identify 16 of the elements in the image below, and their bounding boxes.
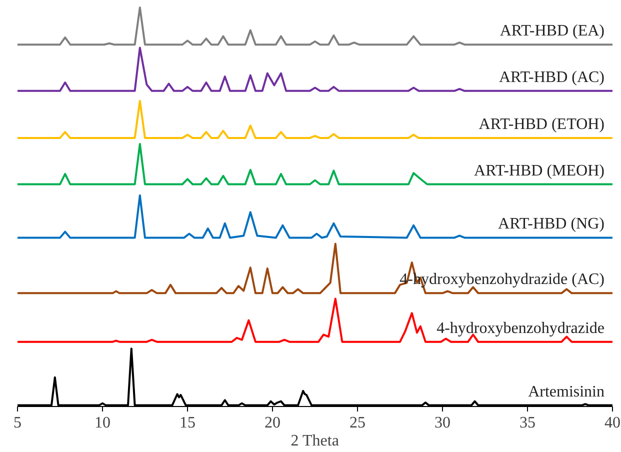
series-label: ART-HBD (MEOH) (474, 162, 605, 180)
x-tick-label: 10 (94, 414, 110, 432)
series-label: ART-HBD (AC) (498, 68, 604, 86)
x-tick-label: 5 (14, 414, 22, 432)
x-tick-label: 20 (264, 414, 280, 432)
x-tick-label: 15 (180, 414, 196, 432)
series-label: ART-HBD (NG) (498, 216, 605, 233)
x-tick-label: 30 (434, 414, 450, 432)
series-label: Artemisinin (528, 383, 604, 400)
x-tick-label: 40 (604, 414, 620, 432)
x-tick-label: 35 (520, 414, 536, 432)
series-label: ART-HBD (ETOH) (478, 116, 604, 133)
x-tick-label: 25 (350, 414, 366, 432)
series-label: 4-hydroxybenzohydrazide (436, 320, 604, 337)
x-axis-title: 2 Theta (290, 432, 339, 450)
series-label: ART-HBD (EA) (500, 22, 605, 40)
